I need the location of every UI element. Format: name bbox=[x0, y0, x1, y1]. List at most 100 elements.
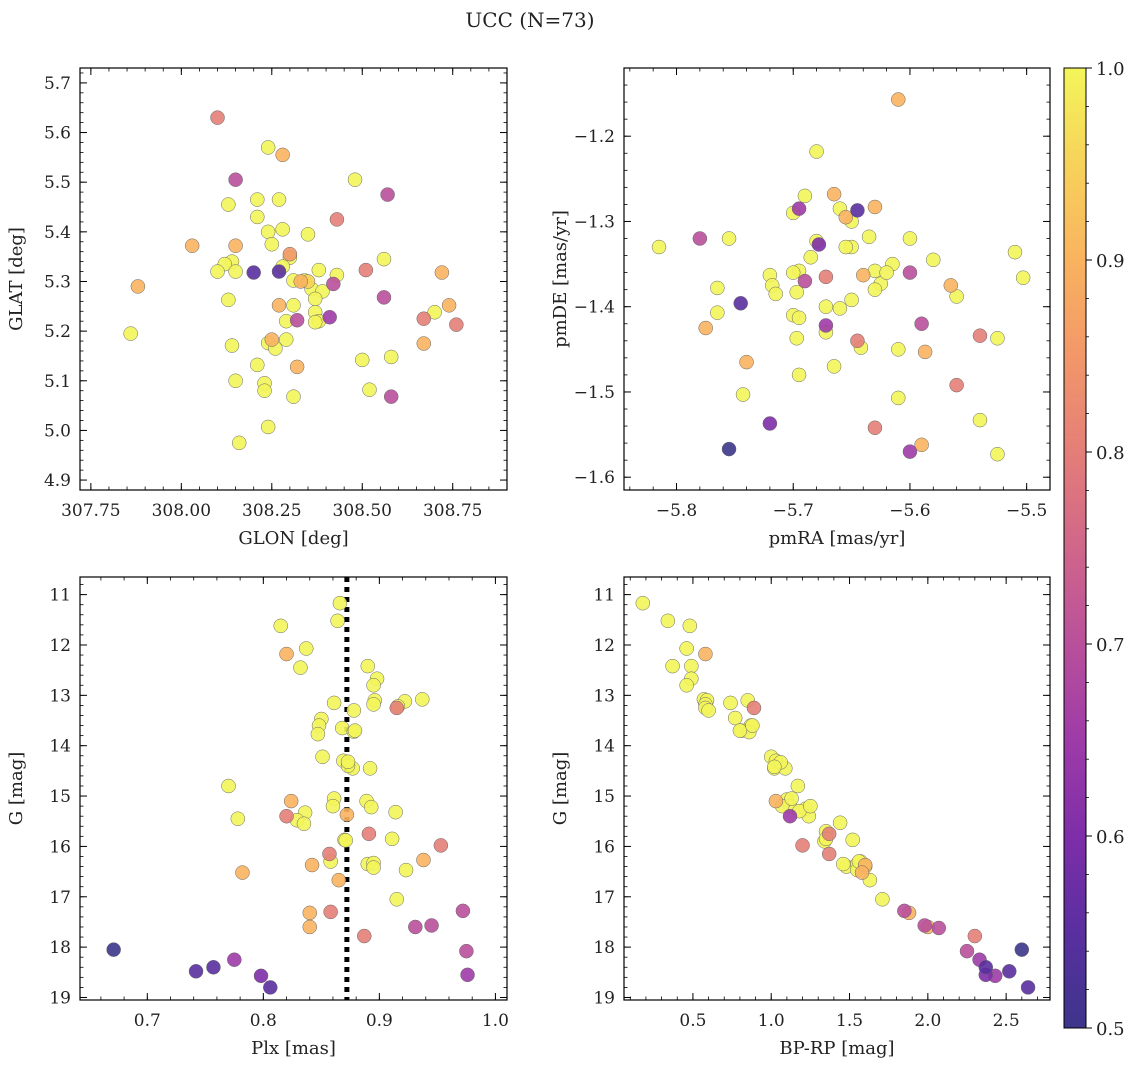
data-point bbox=[250, 192, 265, 207]
data-point bbox=[250, 357, 265, 373]
data-point bbox=[727, 710, 743, 726]
data-point bbox=[917, 918, 932, 933]
data-point bbox=[811, 237, 827, 252]
data-point bbox=[710, 280, 725, 296]
data-point bbox=[283, 793, 299, 809]
plot-frame bbox=[623, 576, 1051, 1001]
data-point bbox=[1020, 980, 1036, 995]
y-tick-label: 15 bbox=[49, 787, 71, 807]
x-tick-label: 308.25 bbox=[242, 501, 301, 521]
data-point bbox=[293, 660, 308, 675]
x-axis-label: Plx [mas] bbox=[251, 1038, 336, 1059]
data-point bbox=[307, 314, 323, 330]
data-point bbox=[416, 336, 432, 351]
data-point bbox=[416, 852, 431, 868]
y-tick-label: 17 bbox=[49, 888, 71, 908]
data-point bbox=[762, 416, 778, 431]
data-point bbox=[302, 905, 317, 921]
data-point bbox=[850, 203, 865, 218]
data-point bbox=[651, 239, 667, 255]
y-tick-label: 4.9 bbox=[44, 471, 71, 491]
y-tick-label: 5.1 bbox=[44, 372, 71, 392]
x-tick-label: 0.5 bbox=[679, 1011, 706, 1031]
y-tick-label: 13 bbox=[593, 686, 615, 706]
data-point bbox=[361, 826, 377, 842]
data-point bbox=[331, 872, 347, 888]
data-point bbox=[275, 147, 290, 163]
data-point bbox=[286, 298, 301, 313]
data-point bbox=[1014, 942, 1030, 957]
scatter-panel-pm: −5.8 −5.7 −5.6 −5.5 −1.6 −1.5 −1.4 −1.3 −1.2 pmRA… bbox=[550, 67, 1051, 549]
data-point bbox=[701, 703, 716, 718]
y-tick-label: 5.2 bbox=[44, 322, 71, 342]
data-point bbox=[206, 960, 221, 975]
data-point bbox=[188, 964, 204, 979]
y-tick-label: −1.4 bbox=[574, 298, 615, 318]
data-point bbox=[721, 441, 737, 457]
data-point bbox=[782, 808, 798, 824]
colorbar-tick-label: 0.7 bbox=[1096, 635, 1125, 656]
data-point bbox=[228, 172, 243, 187]
data-point bbox=[260, 419, 276, 435]
data-point bbox=[366, 697, 381, 712]
data-point bbox=[184, 238, 200, 253]
data-point bbox=[914, 437, 929, 453]
data-point bbox=[745, 718, 760, 733]
data-point bbox=[733, 296, 748, 311]
data-point bbox=[434, 265, 450, 280]
y-tick-label: 14 bbox=[49, 737, 71, 757]
y-axis-label: G [mag] bbox=[6, 752, 27, 825]
x-tick-label: 308.00 bbox=[152, 501, 211, 521]
data-point bbox=[246, 265, 261, 280]
data-point bbox=[304, 857, 320, 873]
data-point bbox=[271, 264, 287, 279]
data-point bbox=[310, 726, 326, 742]
data-point bbox=[289, 359, 305, 375]
y-tick-label: 11 bbox=[49, 586, 71, 606]
data-point bbox=[875, 892, 890, 907]
data-point bbox=[926, 252, 941, 268]
data-point bbox=[322, 846, 337, 862]
data-point bbox=[275, 222, 290, 237]
y-tick-label: 5.4 bbox=[44, 223, 71, 243]
y-axis-label: pmDE [mas/yr] bbox=[550, 210, 571, 348]
data-point bbox=[441, 298, 457, 313]
data-point bbox=[264, 236, 280, 252]
y-tick-label: 5.5 bbox=[44, 173, 71, 193]
data-point bbox=[339, 807, 355, 822]
data-point bbox=[746, 700, 762, 716]
data-point bbox=[282, 246, 298, 262]
y-tick-label: 5.7 bbox=[44, 74, 71, 94]
x-tick-label: −5.7 bbox=[773, 501, 814, 521]
data-point bbox=[826, 359, 842, 374]
data-point bbox=[917, 344, 933, 360]
data-point bbox=[856, 267, 871, 283]
colorbar-tick-label: 1.0 bbox=[1096, 59, 1125, 80]
data-point bbox=[854, 865, 870, 880]
data-point bbox=[698, 646, 713, 662]
data-point bbox=[809, 144, 824, 159]
data-point bbox=[739, 354, 754, 370]
y-tick-label: −1.3 bbox=[574, 212, 615, 232]
data-point bbox=[978, 960, 994, 975]
data-point bbox=[891, 92, 906, 107]
data-point bbox=[260, 224, 276, 240]
data-point bbox=[844, 292, 859, 308]
y-tick-label: 15 bbox=[593, 787, 615, 807]
data-point bbox=[380, 187, 395, 202]
data-point bbox=[416, 311, 432, 326]
data-point bbox=[221, 778, 236, 794]
data-point bbox=[433, 838, 449, 853]
y-tick-label: 5.6 bbox=[44, 124, 71, 144]
data-point bbox=[821, 826, 837, 842]
data-point bbox=[221, 292, 236, 308]
data-point bbox=[891, 342, 906, 357]
data-point bbox=[388, 804, 403, 820]
data-point bbox=[679, 641, 694, 656]
data-point bbox=[221, 197, 236, 212]
colorbar-tick-label: 0.9 bbox=[1096, 251, 1125, 272]
data-point bbox=[455, 903, 471, 919]
data-point bbox=[684, 658, 699, 674]
data-point bbox=[383, 349, 399, 365]
x-axis-label: GLON [deg] bbox=[238, 528, 348, 549]
